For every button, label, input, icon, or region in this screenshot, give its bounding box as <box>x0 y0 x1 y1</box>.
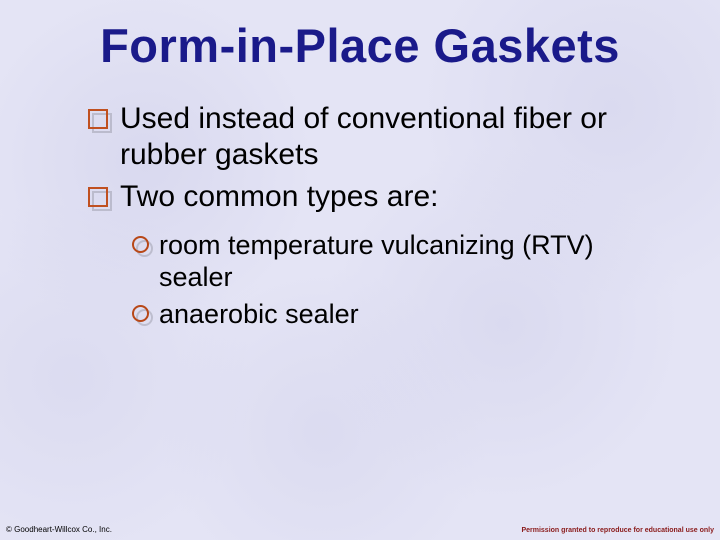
bullet-text: Two common types are: <box>120 179 438 215</box>
permission-footer: Permission granted to reproduce for educ… <box>521 527 714 534</box>
bullet-level1: Two common types are: <box>88 179 660 215</box>
bullet-text: Used instead of conventional fiber or ru… <box>120 101 660 173</box>
slide-title: Form-in-Place Gaskets <box>40 18 680 73</box>
bullet-level2: anaerobic sealer <box>132 298 660 330</box>
sub-bullet-area: room temperature vulcanizing (RTV) seale… <box>88 229 660 330</box>
slide: Form-in-Place Gaskets Used instead of co… <box>0 0 720 540</box>
circle-bullet-icon <box>132 236 149 253</box>
sub-bullet-text: anaerobic sealer <box>159 298 359 330</box>
slide-body: Used instead of conventional fiber or ru… <box>40 101 680 330</box>
square-bullet-icon <box>88 187 108 207</box>
sub-bullet-text: room temperature vulcanizing (RTV) seale… <box>159 229 660 294</box>
bullet-level2: room temperature vulcanizing (RTV) seale… <box>132 229 660 294</box>
copyright-footer: © Goodheart-Willcox Co., Inc. <box>6 525 112 534</box>
bullet-level1: Used instead of conventional fiber or ru… <box>88 101 660 173</box>
square-bullet-icon <box>88 109 108 129</box>
circle-bullet-icon <box>132 305 149 322</box>
